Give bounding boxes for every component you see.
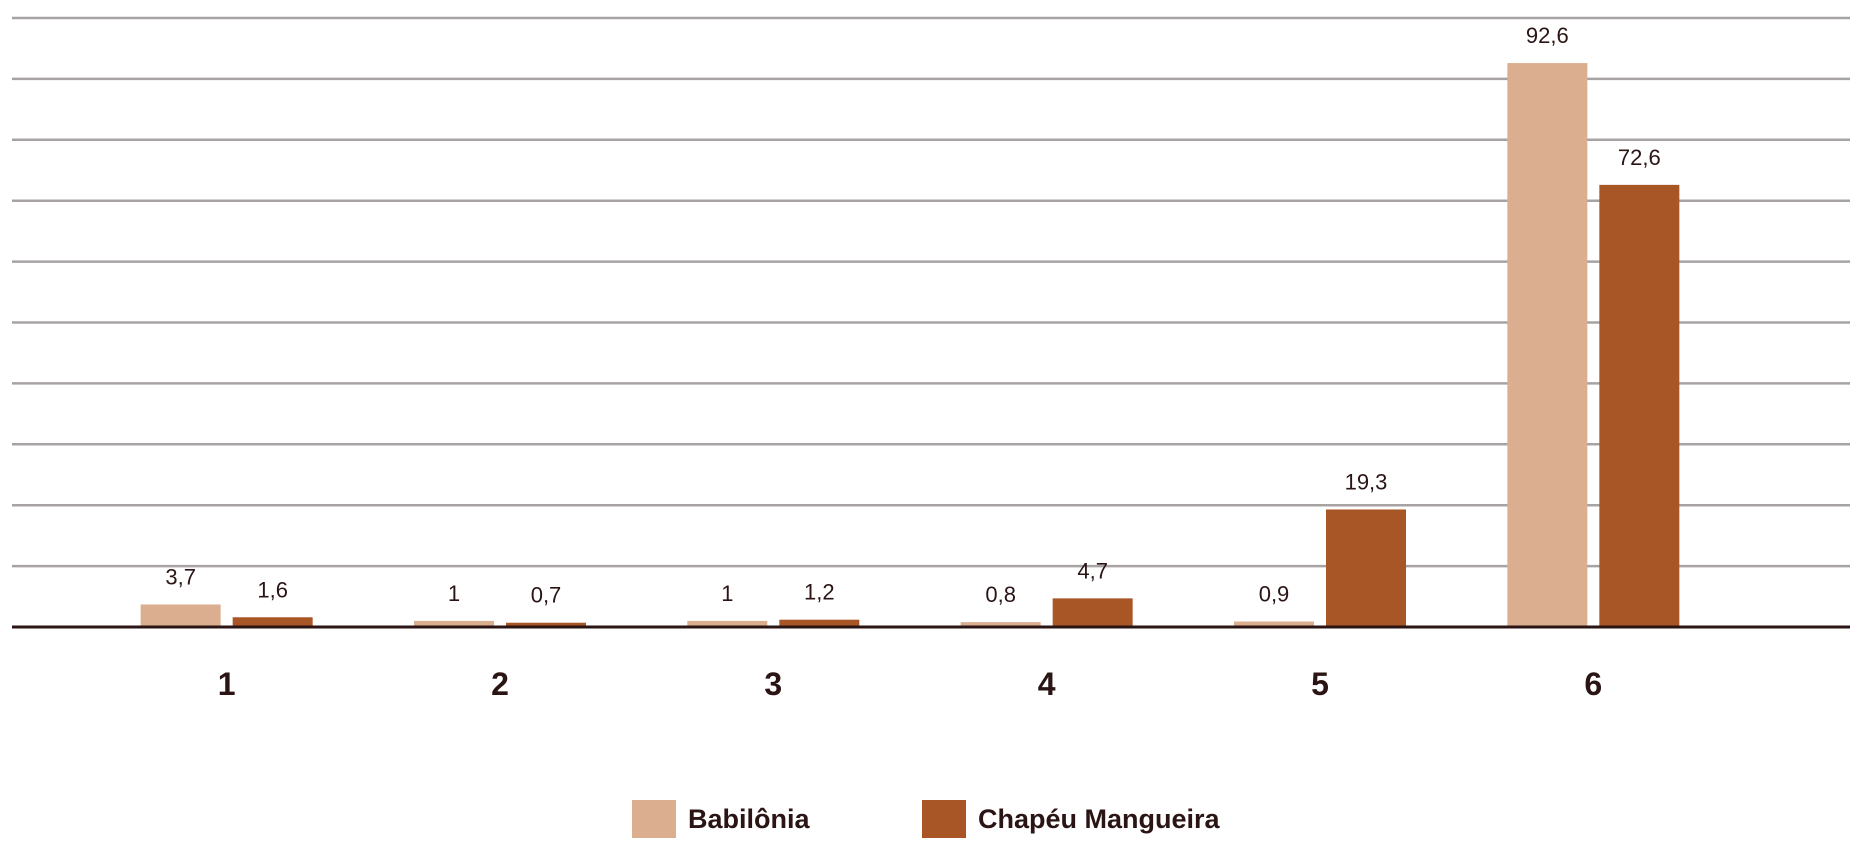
data-label: 1 bbox=[721, 581, 733, 606]
category-labels: 1 2 3 4 5 6 bbox=[218, 666, 1602, 702]
bar-series-1-cat-1 bbox=[232, 617, 313, 627]
data-label: 1,6 bbox=[257, 577, 288, 602]
bars bbox=[140, 63, 1680, 628]
bar-series-0-cat-1 bbox=[140, 604, 221, 627]
bar-series-1-cat-4 bbox=[1052, 598, 1133, 627]
category-label: 6 bbox=[1584, 666, 1602, 702]
legend: Babilônia Chapéu Mangueira bbox=[0, 800, 1850, 843]
bar-series-1-cat-5 bbox=[1326, 509, 1406, 627]
legend-swatch bbox=[922, 800, 966, 838]
data-label: 1 bbox=[448, 581, 460, 606]
bar-chart: 3,7 1,6 1 0,7 1 1,2 0,8 4,7 0,9 19,3 92,6 72,6 1 2 3 4… bbox=[12, 16, 1850, 702]
bar-series-0-cat-4 bbox=[960, 622, 1041, 627]
category-label: 2 bbox=[491, 666, 509, 702]
category-label: 3 bbox=[764, 666, 782, 702]
bar-series-1-cat-6 bbox=[1599, 184, 1680, 627]
data-label: 1,2 bbox=[804, 580, 835, 605]
value-labels: 3,7 1,6 1 0,7 1 1,2 0,8 4,7 0,9 19,3 92,6 72,6 bbox=[165, 23, 1660, 608]
legend-label: Babilônia bbox=[688, 803, 810, 834]
data-label: 72,6 bbox=[1618, 145, 1661, 170]
bar-series-0-cat-2 bbox=[414, 620, 494, 627]
gridlines bbox=[12, 16, 1850, 568]
legend-label: Chapéu Mangueira bbox=[978, 803, 1220, 834]
data-label: 0,8 bbox=[985, 582, 1016, 607]
bar-series-0-cat-3 bbox=[687, 620, 768, 627]
category-label: 1 bbox=[218, 666, 236, 702]
legend-item-series-0: Babilônia bbox=[632, 800, 810, 838]
category-label: 5 bbox=[1311, 666, 1329, 702]
data-label: 0,9 bbox=[1259, 582, 1290, 607]
legend-item-series-1: Chapéu Mangueira bbox=[922, 800, 1220, 838]
data-label: 19,3 bbox=[1345, 469, 1388, 494]
data-label: 92,6 bbox=[1526, 23, 1569, 48]
legend-swatch bbox=[632, 800, 676, 838]
data-label: 0,7 bbox=[531, 583, 562, 608]
bar-series-0-cat-5 bbox=[1234, 621, 1314, 627]
category-label: 4 bbox=[1038, 666, 1056, 702]
bar-series-1-cat-3 bbox=[779, 619, 860, 627]
bar-series-1-cat-2 bbox=[506, 622, 586, 627]
data-label: 4,7 bbox=[1077, 558, 1108, 583]
data-label: 3,7 bbox=[165, 564, 196, 589]
bar-series-0-cat-6 bbox=[1507, 63, 1588, 628]
